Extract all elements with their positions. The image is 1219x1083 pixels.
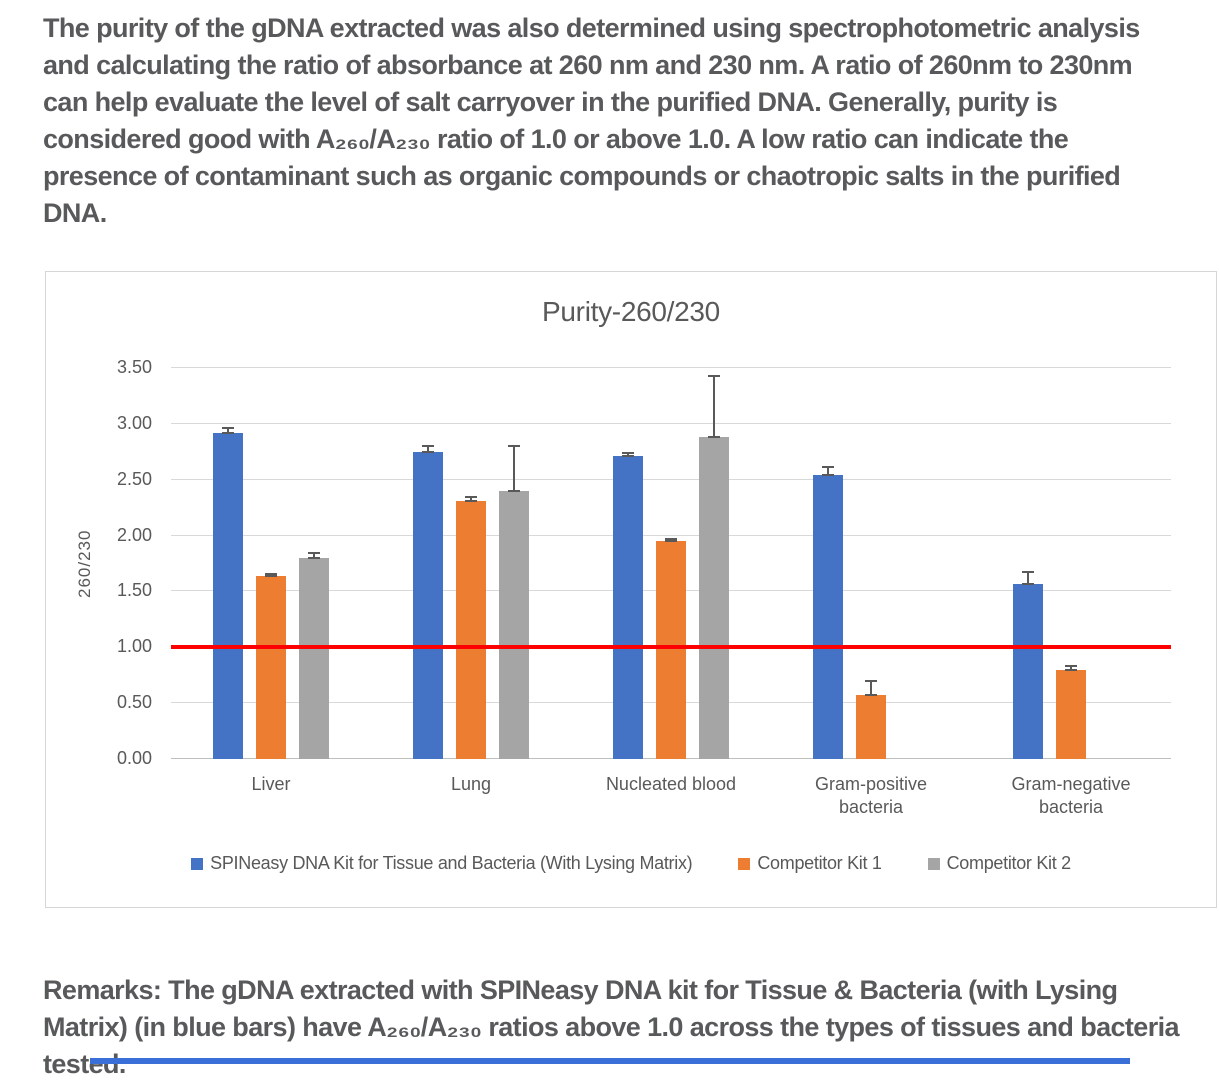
- error-bar-cap: [665, 540, 677, 543]
- bottom-accent-strip: [90, 1058, 1130, 1064]
- legend-label: Competitor Kit 2: [946, 853, 1072, 873]
- error-bar-stem: [670, 538, 672, 542]
- bar: [613, 451, 643, 759]
- error-bar-cap: [265, 572, 277, 575]
- legend-marker-icon: [927, 857, 940, 870]
- x-category-label: Lung: [450, 774, 492, 794]
- error-bar-cap: [222, 427, 234, 430]
- bar-group: [371, 368, 571, 759]
- error-bar-cap: [422, 445, 434, 448]
- bar: [699, 374, 729, 759]
- error-bar-cap: [308, 552, 320, 555]
- error-bar-stem: [270, 573, 272, 576]
- error-bar-cap: [865, 679, 877, 682]
- y-tick-label: 3.50: [116, 357, 152, 377]
- error-bar-cap: [1065, 665, 1077, 668]
- bar: [856, 679, 886, 759]
- chart-title: Purity-260/230: [542, 296, 720, 327]
- chart-container: Purity-260/230 260/230 0.00 0.50 1.00 1.50 2…: [45, 271, 1217, 908]
- bar: [1013, 571, 1043, 759]
- error-bar-cap: [308, 556, 320, 559]
- error-bar-cap: [265, 574, 277, 577]
- error-bar-stem: [713, 375, 715, 438]
- intro-paragraph: The purity of the gDNA extracted was als…: [43, 13, 1140, 228]
- legend-label: SPINeasy DNA Kit for Tissue and Bacteria…: [210, 853, 693, 873]
- error-bar-stem: [627, 452, 629, 457]
- error-bar-stem: [513, 446, 515, 491]
- y-tick-label: 2.50: [116, 468, 152, 489]
- bar: [813, 466, 843, 759]
- bar: [1056, 665, 1086, 759]
- error-bar-cap: [708, 374, 720, 377]
- bar: [213, 427, 243, 759]
- error-bar-stem: [470, 496, 472, 501]
- error-bar-cap: [865, 694, 877, 697]
- y-tick-label: 0.00: [116, 748, 152, 768]
- bar-group: [771, 368, 971, 759]
- error-bar-stem: [1027, 572, 1029, 584]
- error-bar-cap: [622, 451, 634, 454]
- y-tick-label: 0.50: [116, 692, 152, 713]
- legend: SPINeasy DNA Kit for Tissue and Bacteria…: [46, 853, 1216, 874]
- gridline: [171, 534, 1171, 536]
- bar: [656, 537, 686, 759]
- legend-item: Competitor Kit 1: [738, 853, 882, 874]
- bar: [256, 572, 286, 759]
- bar-group: [171, 368, 371, 759]
- plot-area: [171, 367, 1171, 759]
- error-bar-cap: [1022, 582, 1034, 585]
- remarks-paragraph: Remarks: The gDNA extracted with SPINeas…: [43, 975, 1180, 1079]
- x-category-label: Gram-negative bacteria: [1011, 774, 1131, 817]
- error-bar-stem: [870, 680, 872, 696]
- error-bar-cap: [1065, 668, 1077, 671]
- error-bar-cap: [508, 489, 520, 492]
- error-bar-cap: [508, 445, 520, 448]
- x-category-label: Gram-positive bacteria: [814, 774, 928, 817]
- error-bar-cap: [465, 495, 477, 498]
- y-tick-label: 1.50: [116, 580, 152, 601]
- y-tick-label: 1.00: [116, 636, 152, 657]
- legend-item: SPINeasy DNA Kit for Tissue and Bacteria…: [191, 853, 693, 874]
- bar-group: [971, 368, 1171, 759]
- x-axis-labels: Liver Lung Nucleated blood Gram-positive ba…: [171, 773, 1171, 819]
- gridline: [171, 422, 1171, 424]
- error-bar-stem: [313, 553, 315, 558]
- gridline: [171, 478, 1171, 480]
- bar: [413, 445, 443, 759]
- y-tick-label: 2.00: [116, 524, 152, 545]
- legend-marker-icon: [191, 857, 204, 870]
- y-tick-label: 3.00: [116, 412, 152, 433]
- error-bar-stem: [227, 428, 229, 433]
- bar-group: [571, 368, 771, 759]
- legend-marker-icon: [738, 857, 751, 870]
- error-bar-cap: [422, 450, 434, 453]
- x-category-label: Nucleated blood: [605, 774, 737, 794]
- bar: [299, 552, 329, 759]
- reference-line: [171, 645, 1171, 650]
- error-bar-cap: [822, 466, 834, 469]
- bar: [499, 445, 529, 759]
- error-bar-cap: [665, 537, 677, 540]
- error-bar-cap: [622, 455, 634, 458]
- bar: [456, 495, 486, 759]
- x-category-label: Liver: [251, 774, 291, 794]
- legend-item: Competitor Kit 2: [927, 853, 1072, 874]
- error-bar-cap: [708, 436, 720, 439]
- gridline: [171, 367, 1171, 368]
- legend-label: Competitor Kit 1: [757, 853, 882, 873]
- error-bar-cap: [465, 499, 477, 502]
- error-bar-stem: [1070, 666, 1072, 670]
- error-bar-stem: [827, 467, 829, 476]
- error-bar-cap: [822, 474, 834, 477]
- error-bar-cap: [222, 431, 234, 434]
- error-bar-stem: [427, 446, 429, 452]
- error-bar-cap: [1022, 571, 1034, 574]
- y-axis-ticks: 0.00 0.50 1.00 1.50 2.00 2.50 3.00 3.50: [96, 357, 162, 768]
